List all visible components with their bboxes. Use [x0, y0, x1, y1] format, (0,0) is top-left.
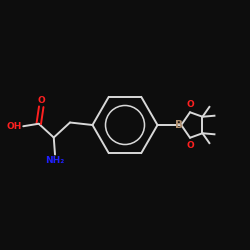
- Text: O: O: [38, 96, 45, 105]
- Text: OH: OH: [7, 122, 22, 131]
- Text: NH₂: NH₂: [46, 156, 64, 165]
- Text: B: B: [175, 120, 183, 130]
- Text: O: O: [186, 100, 194, 109]
- Text: O: O: [186, 141, 194, 150]
